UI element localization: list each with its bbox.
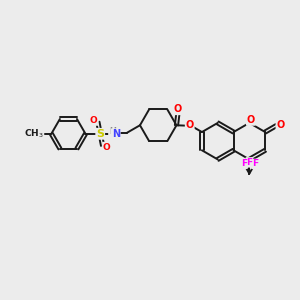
Text: CH$_3$: CH$_3$ xyxy=(24,128,44,140)
Text: F: F xyxy=(241,159,247,168)
Text: O: O xyxy=(90,116,98,125)
Text: F: F xyxy=(252,159,258,168)
Text: S: S xyxy=(96,129,104,139)
Text: H: H xyxy=(109,127,116,136)
Text: F: F xyxy=(246,158,252,167)
Text: O: O xyxy=(276,120,285,130)
Text: O: O xyxy=(186,120,194,130)
Text: O: O xyxy=(174,104,182,114)
Text: N: N xyxy=(112,129,120,139)
Text: O: O xyxy=(103,142,111,152)
Text: O: O xyxy=(247,115,255,125)
